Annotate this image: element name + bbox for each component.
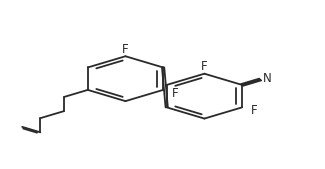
- Text: F: F: [172, 87, 178, 100]
- Text: N: N: [263, 72, 272, 85]
- Text: F: F: [122, 43, 129, 56]
- Text: F: F: [201, 60, 208, 73]
- Text: F: F: [251, 104, 257, 117]
